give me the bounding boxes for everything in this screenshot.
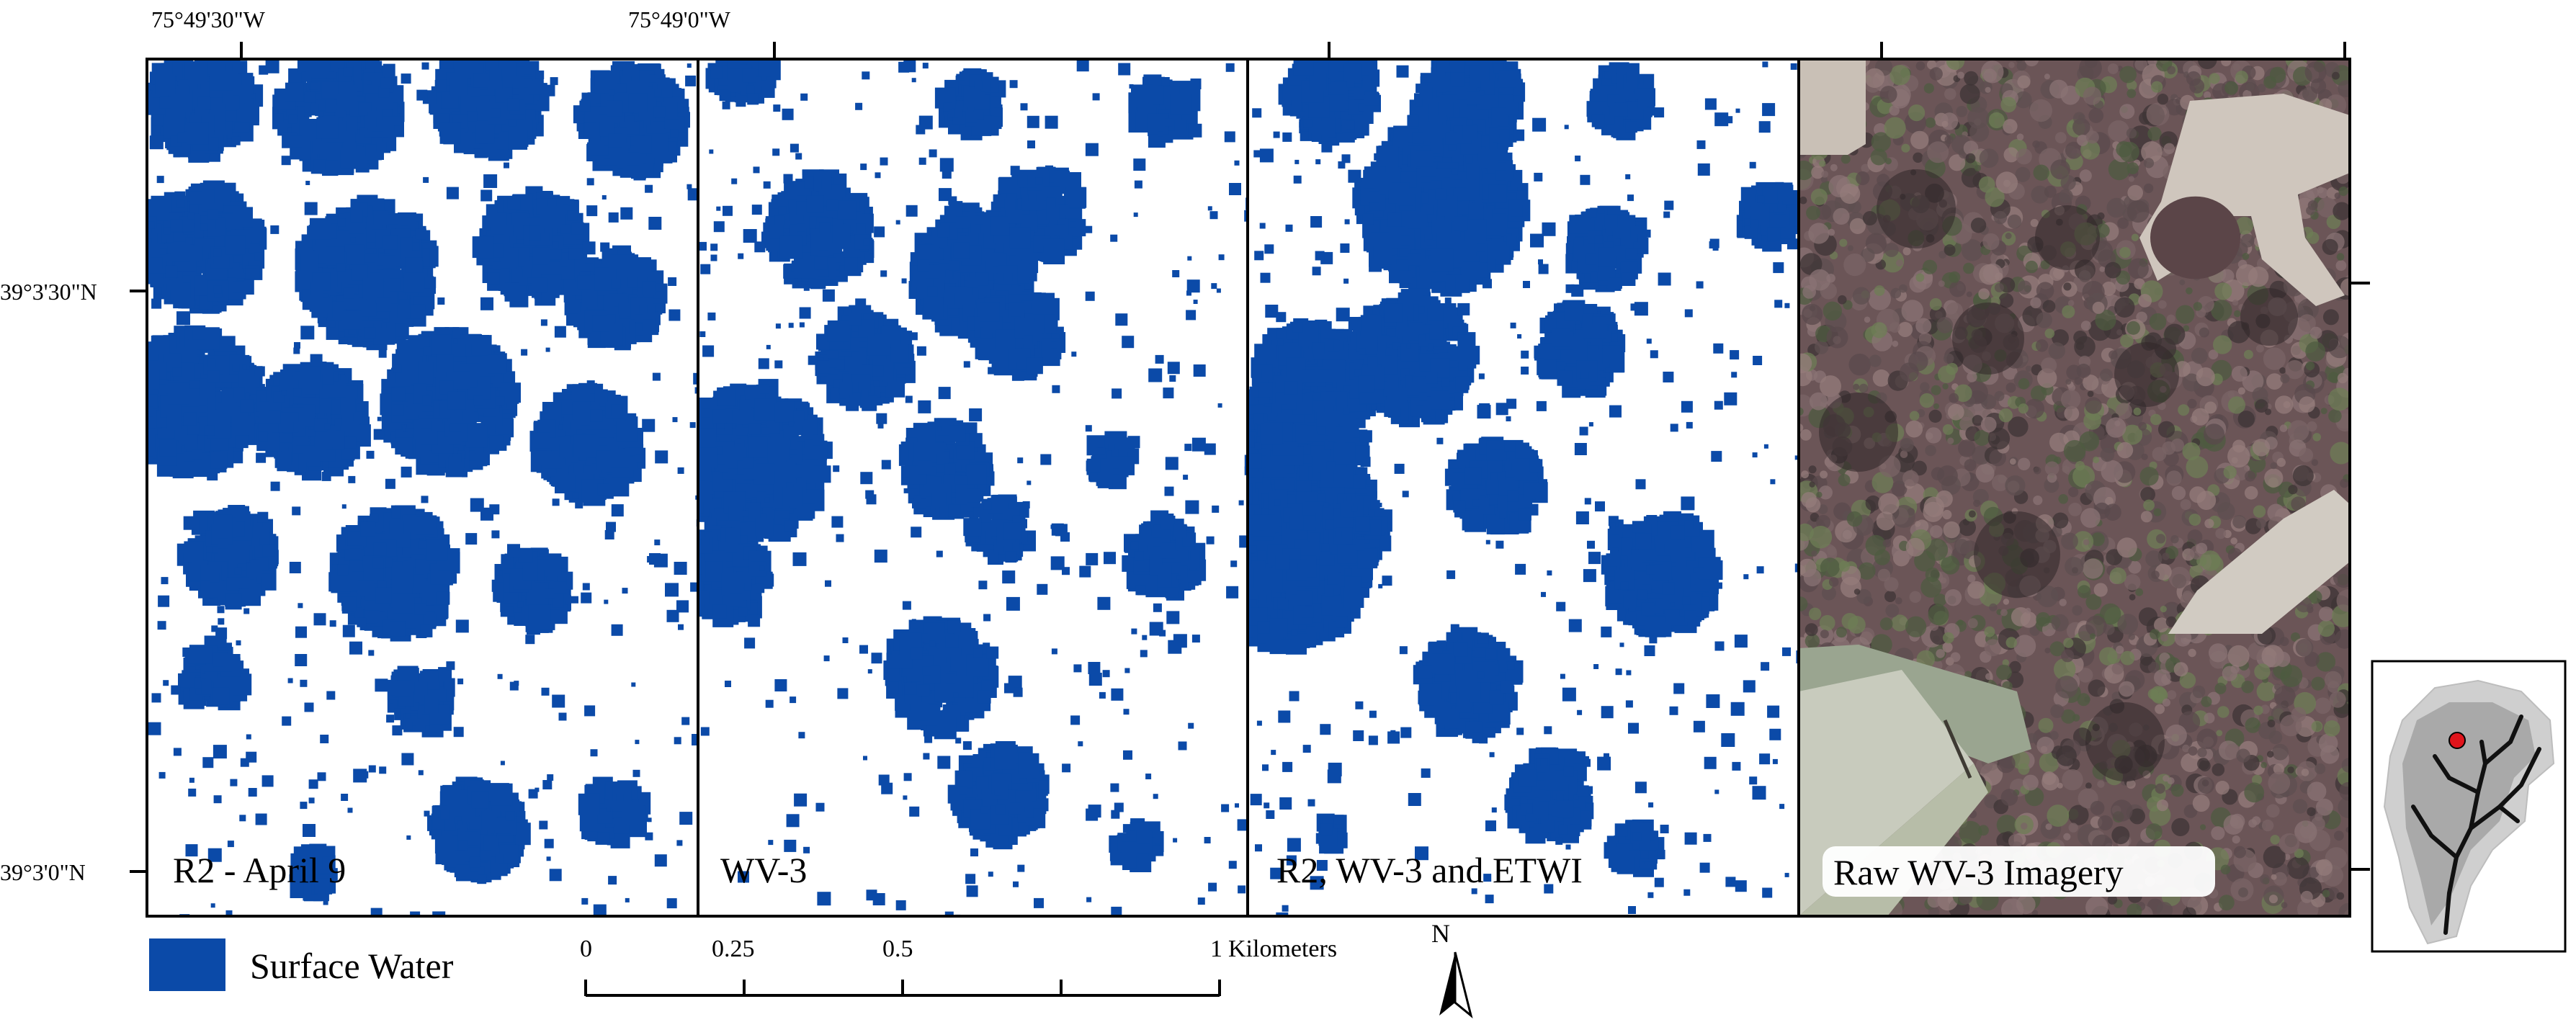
- watershed-locator-icon: [2371, 660, 2567, 953]
- scale-tick-05: 0.5: [882, 936, 913, 962]
- panel-r2-april9: [147, 59, 698, 916]
- clearing-top-left: [1799, 59, 1866, 155]
- lat-label-upper: 39°3'30"N: [0, 279, 97, 305]
- locator-marker: [2448, 732, 2466, 749]
- panel-label-etwi: R2, WV-3 and ETWI: [1276, 850, 1583, 890]
- scale-unit: Kilometers: [1228, 936, 1337, 962]
- panel-raw-imagery: [1799, 59, 2350, 916]
- scale-bar: 0 0.25 0.5 1 Kilometers: [580, 936, 1337, 997]
- lat-label-lower: 39°3'0"N: [0, 859, 86, 885]
- scale-tick-1: 1: [1210, 936, 1222, 962]
- scale-tick-0: 0: [580, 936, 592, 962]
- panel-label-wv3: WV-3: [720, 850, 807, 890]
- raw-label-bg: [1823, 846, 2215, 897]
- panel-label-r2: R2 - April 9: [173, 850, 346, 890]
- clearing-field-right: [2168, 490, 2350, 634]
- panel-wv3: [698, 59, 1248, 916]
- panel-label-raw: Raw WV-3 Imagery: [1833, 852, 2124, 892]
- panel-borders: [146, 58, 2351, 918]
- legend-swatch: [149, 938, 225, 991]
- scale-tick-025: 0.25: [712, 936, 755, 962]
- panel-r2-wv3-etwi: [1248, 59, 1799, 916]
- graticule-ticks: [130, 42, 2370, 873]
- lon-label-left: 75°49'30"W: [151, 6, 266, 32]
- lon-label-mid: 75°49'0"W: [628, 6, 731, 32]
- legend-label: Surface Water: [250, 946, 454, 986]
- north-arrow-icon: N: [1431, 919, 1473, 1019]
